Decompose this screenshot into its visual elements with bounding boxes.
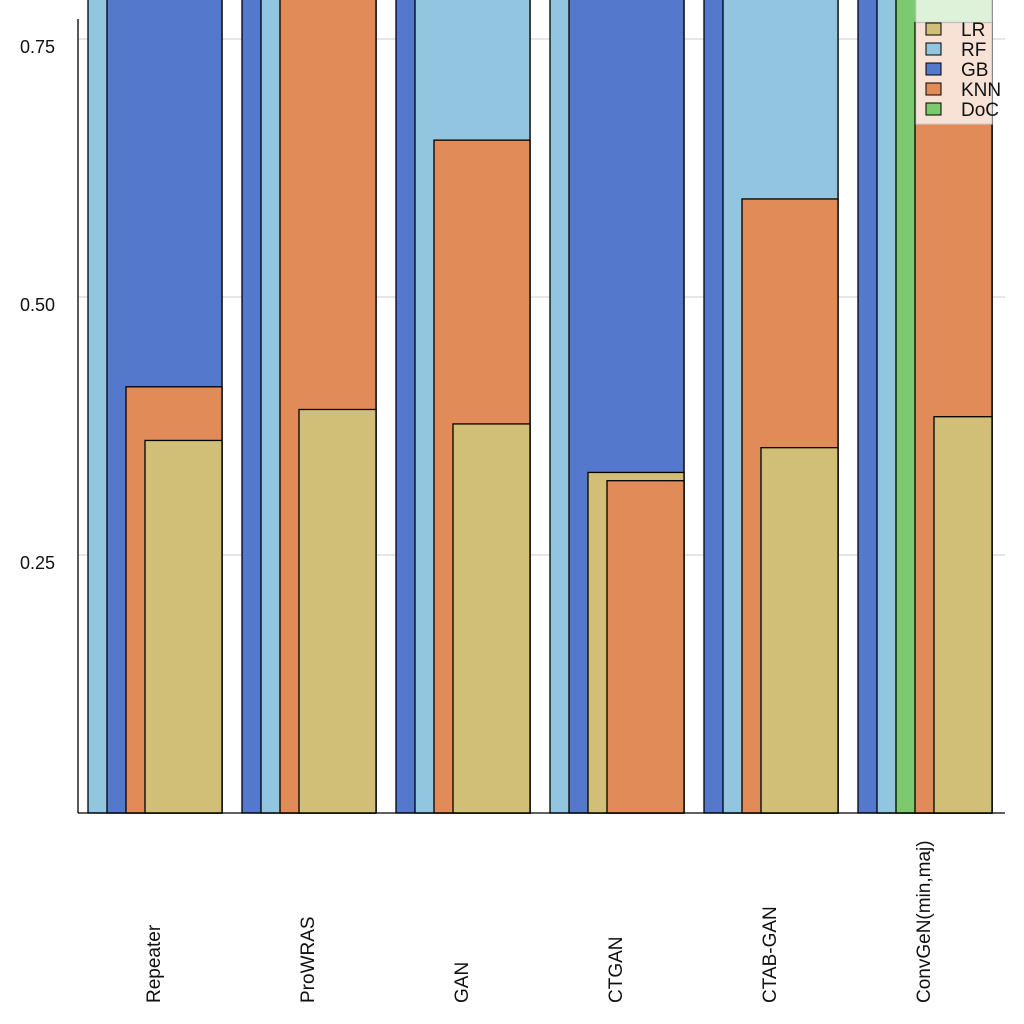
legend-label-doc: DoC [961,100,999,121]
bar-lr [298,408,377,814]
y-tick-label: 0.25 [20,553,55,573]
bar-group-3 [549,0,685,814]
bar-lr [760,447,839,814]
bar-lr [452,423,531,814]
legend-label-lr: LR [961,20,985,41]
bar-group-2 [395,0,531,814]
bar-lr [144,439,223,814]
x-tick-label: ProWRAS [298,916,319,1003]
y-tick-label: 0.75 [20,37,55,57]
legend-label-gb: GB [961,60,988,81]
legend-label-knn: KNN [961,80,1001,101]
legend-swatch-gb [925,62,942,76]
bar-group-4 [703,0,839,814]
gridlines [78,38,1005,556]
x-tick-label: ConvGeN(min,maj) [914,840,935,1003]
legend-swatch-rf [925,42,942,56]
bars [87,0,993,814]
bar-group-0 [87,0,223,814]
y-tick-labels: 0.25 0.50 0.75 [20,37,55,573]
bar-group-5 [857,0,993,814]
bar-group-1 [241,0,377,814]
y-tick-label: 0.50 [20,295,55,315]
x-tick-label: Repeater [144,924,165,1003]
x-tick-label: CTAB-GAN [760,906,781,1003]
bar-lr [933,416,993,814]
axes [77,19,1005,814]
legend-swatch-doc [925,102,942,116]
legend-label-rf: RF [961,40,986,61]
legend-swatch-knn [925,82,942,96]
x-tick-label: CTGAN [606,937,627,1004]
bar-knn [606,480,685,814]
legend-swatch-lr [925,22,942,36]
x-tick-label: GAN [452,962,473,1003]
x-tick-labels: Repeater ProWRAS GAN CTGAN CTAB-GAN ConvGeN(m… [144,840,935,1003]
